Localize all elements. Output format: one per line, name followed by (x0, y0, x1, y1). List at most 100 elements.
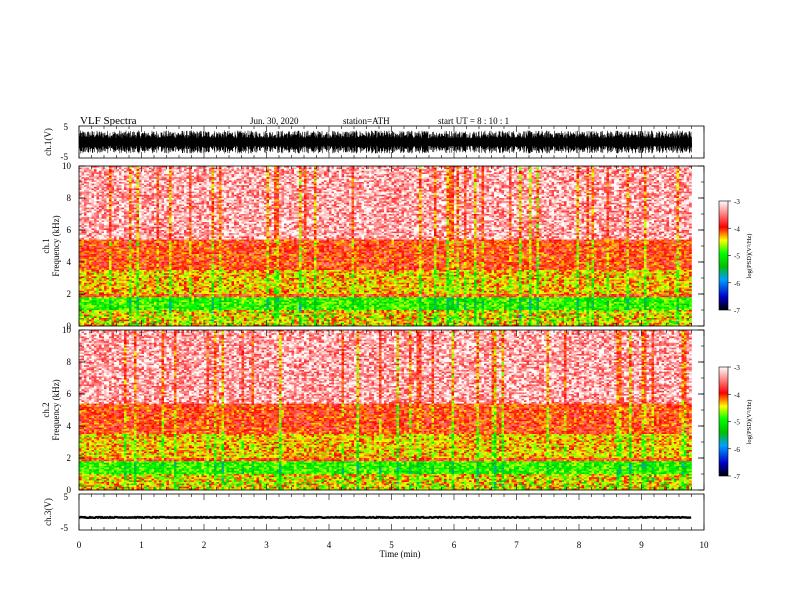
ch1-spectrogram-cell (147, 172, 150, 174)
ch1-spectrogram-cell (637, 169, 640, 171)
ch1-spectrogram-cell (549, 169, 552, 171)
ch1-spectrogram-cell (434, 168, 437, 170)
ch1-spectrogram-cell (97, 169, 102, 171)
ch1-spectrogram-cell (294, 168, 297, 170)
ch1-spectrogram-cell (524, 169, 527, 171)
ch1-spectrogram-cell (219, 168, 222, 170)
ch1-spectrogram-cell (294, 169, 299, 171)
ch1-spectrogram-cell (94, 172, 97, 174)
ch1-spectrogram-cell (534, 169, 537, 171)
ch1-spectrogram-cell (444, 171, 447, 173)
ch1-spectrogram-cell (642, 168, 645, 170)
ch1-spectrogram-cell (122, 168, 125, 170)
ch1-spectrogram-cell (387, 169, 390, 171)
ch1-spectrogram-cell (602, 169, 605, 171)
date-label: Jun. 30, 2020 (250, 116, 299, 126)
ch1-spectrogram-cell (279, 169, 282, 171)
ch1-spectrogram-cell (539, 171, 542, 173)
ch1-spectrogram-cell (122, 169, 125, 171)
ch1-spectrogram-cell (259, 169, 262, 171)
ch1-spectrogram-cell (247, 171, 250, 173)
ch1-spectrogram-cell (157, 168, 160, 170)
ch1-spectrogram-cell (332, 168, 335, 170)
ch1-spectrogram-cell (287, 171, 290, 173)
ch1-spectrogram-cell (409, 169, 412, 171)
ch1-spectrogram-cell (662, 169, 665, 171)
ch1-spectrogram-cell (669, 171, 672, 173)
ch1-spectrogram-cell (97, 171, 100, 173)
ch1-spectrogram-cell (179, 171, 182, 173)
ch1-spectrogram-cell (609, 171, 612, 173)
ch1-spectrogram-cell (204, 171, 207, 173)
ch1-spectrogram-cell (244, 169, 247, 171)
ch1-spectrogram-cell (634, 168, 637, 170)
ch1-spectrogram-cell (117, 171, 120, 173)
ch1-spectrogram-cell (134, 171, 137, 173)
ch1-spectrogram-cell (457, 168, 460, 170)
ch1-spectrogram-cell (507, 169, 510, 171)
ch1-spectrogram-cell (99, 168, 102, 170)
ch1-spectrogram-cell (142, 169, 145, 171)
ch1-spectrogram-cell (269, 168, 272, 170)
ch1-spectrogram-cell (309, 168, 312, 170)
ch1-spectrogram-cell (672, 171, 675, 173)
ch1-spectrogram-cell (149, 172, 152, 174)
ch1-spectrogram-cell (379, 168, 382, 170)
ch1-spectrogram-cell (642, 171, 645, 173)
ch1-spectrogram-cell (329, 168, 332, 170)
ch1-spectrogram-cell (412, 169, 415, 171)
ch1-spectrogram-cell (622, 168, 625, 170)
ch1-spectrogram-cell (537, 168, 540, 170)
ch1-spectrogram-cell (594, 171, 597, 173)
ch1-spectrogram-cell (392, 169, 395, 171)
ch1-spectrogram-cell (257, 168, 260, 170)
ch1-spectrogram-cell (357, 169, 360, 171)
ch1-spectrogram-cell (159, 172, 162, 174)
ch1-spectrogram-cell (97, 172, 100, 174)
ch1-spectrogram-cell (559, 168, 562, 170)
ch1-spectrogram-cell (157, 171, 160, 173)
ch1-spectrogram-cell (547, 168, 552, 170)
ch1-spectrogram-cell (422, 168, 425, 170)
ch1-spectrogram-cell (457, 171, 460, 173)
ch1-spectrogram-cell (297, 168, 300, 170)
ch1-spectrogram-cell (479, 169, 482, 171)
ch1-spectrogram-cell (582, 171, 585, 173)
ch1-spectrogram-cell (659, 171, 662, 173)
ch1-spectrogram-cell (427, 171, 430, 173)
ch1-spectrogram-cell (619, 169, 622, 171)
ch1-spectrogram-cell (392, 168, 395, 170)
ch1-spectrogram-cell (424, 168, 427, 170)
ch1-spectrogram-cell (622, 171, 625, 173)
ch1-spectrogram-cell (234, 171, 237, 173)
ch1-spectrogram-cell (172, 169, 175, 171)
ch1-spectrogram-cell (454, 168, 457, 170)
ch1-spectrogram-cell (112, 171, 115, 173)
ch1-spectrogram-cell (109, 171, 112, 173)
ch1-waveform-ylabel: ch.1(V) (43, 128, 53, 156)
ch1-spectrogram-cell (544, 169, 547, 171)
ch1-spectrogram-cell (79, 169, 82, 171)
ch1-spectrogram-cell (294, 171, 297, 173)
ch1-spectrogram-cell (547, 171, 550, 173)
ch1-spectrogram-cell (504, 168, 507, 170)
ch1-spectrogram-cell (339, 171, 342, 173)
ch1-spectrogram-cell (124, 168, 127, 170)
ch1-spectrogram-cell (519, 171, 522, 173)
ch1-spectrogram-cell (469, 169, 472, 171)
ch1-spectrogram-cell (84, 171, 87, 173)
ch1-spectrogram-cell (307, 171, 310, 173)
ch1-spectrogram-cell (574, 169, 577, 171)
ch1-spectrogram-cell (494, 169, 497, 171)
ch1-spectrogram-cell (602, 171, 605, 173)
ch1-spectrogram-cell (254, 168, 257, 170)
ch1-spectrogram-cell (352, 171, 355, 173)
ch1-spectrogram-cell (237, 171, 240, 173)
ch1-spectrogram-cell (562, 169, 565, 171)
ch1-spectrogram-cell (474, 171, 477, 173)
ch1-spectrogram-cell (104, 168, 107, 170)
ch1-spectrogram-cell (502, 169, 505, 171)
ch1-spectrogram-cell (467, 171, 470, 173)
ch1-spectrogram-cell (347, 171, 350, 173)
ch1-spectrogram-cell (239, 169, 242, 171)
